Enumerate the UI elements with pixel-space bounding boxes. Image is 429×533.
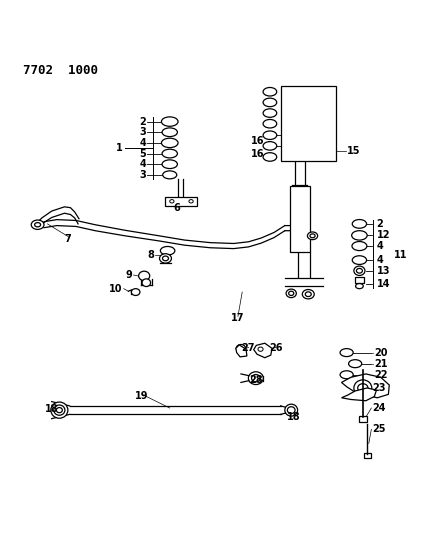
- Ellipse shape: [160, 254, 172, 263]
- Ellipse shape: [162, 149, 178, 158]
- Ellipse shape: [248, 372, 263, 385]
- Text: 4: 4: [139, 138, 146, 148]
- Ellipse shape: [305, 292, 311, 296]
- Text: 21: 21: [375, 359, 388, 369]
- Text: 2: 2: [139, 117, 146, 126]
- Text: 2: 2: [377, 219, 383, 229]
- Text: 5: 5: [139, 149, 146, 158]
- Ellipse shape: [51, 402, 68, 418]
- Text: 24: 24: [372, 403, 386, 413]
- Text: 7702  1000: 7702 1000: [23, 64, 98, 77]
- Ellipse shape: [352, 220, 366, 228]
- Ellipse shape: [258, 347, 263, 351]
- Ellipse shape: [352, 256, 366, 264]
- Ellipse shape: [352, 231, 367, 240]
- Bar: [364, 453, 372, 458]
- Bar: [166, 197, 197, 206]
- Ellipse shape: [161, 117, 178, 126]
- Text: 3: 3: [139, 127, 146, 137]
- Text: 28: 28: [249, 375, 263, 385]
- Text: 17: 17: [231, 313, 245, 324]
- Text: 26: 26: [269, 343, 283, 353]
- Text: 12: 12: [377, 230, 390, 240]
- Ellipse shape: [354, 380, 372, 396]
- Ellipse shape: [162, 128, 178, 136]
- Text: 27: 27: [241, 343, 254, 353]
- Ellipse shape: [289, 291, 294, 295]
- Text: 16: 16: [251, 149, 265, 159]
- Ellipse shape: [56, 408, 62, 413]
- Ellipse shape: [139, 271, 150, 280]
- Ellipse shape: [170, 199, 174, 203]
- Ellipse shape: [163, 171, 177, 179]
- Ellipse shape: [358, 384, 368, 392]
- Ellipse shape: [263, 98, 277, 107]
- Text: 25: 25: [372, 424, 386, 434]
- Text: 18: 18: [45, 405, 58, 414]
- Text: 9: 9: [126, 270, 133, 280]
- Polygon shape: [341, 388, 377, 401]
- Text: 13: 13: [377, 266, 390, 276]
- Ellipse shape: [349, 360, 362, 368]
- Ellipse shape: [286, 289, 296, 297]
- Ellipse shape: [142, 279, 151, 287]
- Ellipse shape: [340, 349, 353, 357]
- Ellipse shape: [35, 223, 41, 227]
- Bar: [355, 277, 364, 282]
- Text: 4: 4: [139, 159, 146, 169]
- Ellipse shape: [352, 241, 367, 251]
- Ellipse shape: [31, 220, 44, 229]
- Text: 7: 7: [64, 234, 71, 244]
- Ellipse shape: [236, 344, 246, 352]
- Text: 11: 11: [393, 249, 407, 260]
- Ellipse shape: [163, 256, 169, 261]
- Ellipse shape: [263, 87, 277, 96]
- Ellipse shape: [263, 109, 277, 117]
- Text: 6: 6: [174, 203, 181, 213]
- Ellipse shape: [251, 375, 260, 382]
- Text: 14: 14: [377, 279, 390, 289]
- Ellipse shape: [263, 131, 277, 140]
- Ellipse shape: [285, 404, 298, 416]
- Ellipse shape: [189, 199, 193, 203]
- Ellipse shape: [287, 407, 295, 414]
- Ellipse shape: [131, 289, 140, 295]
- Text: 19: 19: [135, 392, 149, 401]
- Ellipse shape: [161, 138, 178, 148]
- Ellipse shape: [356, 284, 363, 289]
- Text: 18: 18: [287, 411, 300, 422]
- Ellipse shape: [302, 289, 314, 299]
- Polygon shape: [341, 374, 389, 398]
- Ellipse shape: [263, 152, 277, 161]
- Text: 1: 1: [116, 143, 123, 154]
- Text: 4: 4: [377, 255, 383, 265]
- Text: 16: 16: [251, 136, 265, 146]
- Ellipse shape: [162, 160, 178, 168]
- Bar: [290, 185, 310, 252]
- Ellipse shape: [160, 246, 175, 255]
- Text: 15: 15: [347, 146, 360, 156]
- Text: 3: 3: [139, 170, 146, 180]
- Ellipse shape: [310, 234, 315, 238]
- Ellipse shape: [263, 119, 277, 128]
- Ellipse shape: [354, 266, 365, 276]
- Text: 23: 23: [372, 383, 386, 393]
- Bar: [281, 86, 336, 161]
- Text: 8: 8: [147, 250, 154, 260]
- Polygon shape: [254, 343, 272, 358]
- Ellipse shape: [308, 232, 317, 240]
- Ellipse shape: [263, 142, 277, 150]
- Text: 4: 4: [377, 241, 383, 251]
- Ellipse shape: [340, 371, 353, 379]
- Ellipse shape: [54, 405, 65, 415]
- Bar: [360, 416, 367, 422]
- Text: 10: 10: [109, 284, 123, 294]
- Ellipse shape: [356, 269, 363, 273]
- Polygon shape: [236, 345, 247, 357]
- Text: 22: 22: [375, 370, 388, 379]
- Text: 20: 20: [375, 348, 388, 358]
